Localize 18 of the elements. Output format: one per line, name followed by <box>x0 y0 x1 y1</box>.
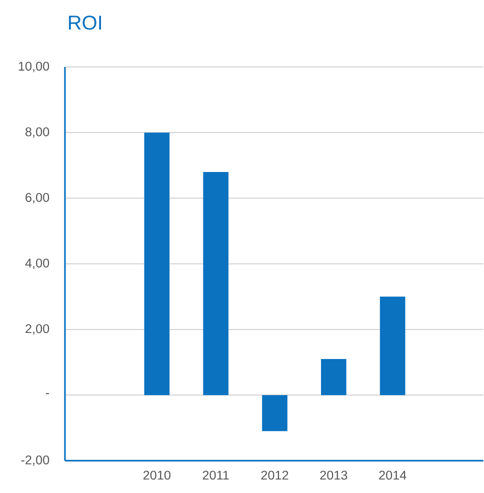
y-tick-label: 2,00 <box>26 324 50 335</box>
y-tick-label: -2,00 <box>21 455 50 466</box>
y-tick-label: - <box>46 393 50 394</box>
x-tick-label: 2011 <box>202 470 229 480</box>
x-tick-label: 2013 <box>320 470 348 480</box>
x-tick-label: 2012 <box>261 470 288 480</box>
x-tick-label: 2014 <box>379 470 406 480</box>
bar <box>380 296 406 396</box>
y-tick-label: 8,00 <box>26 127 50 138</box>
y-tick-label: 10,00 <box>19 62 50 72</box>
chart-title: ROI <box>69 16 102 30</box>
x-tick-label: 2010 <box>144 470 171 480</box>
y-tick-label: 6,00 <box>26 192 50 204</box>
y-tick-label: 4,00 <box>25 258 50 270</box>
bar <box>203 172 229 396</box>
bar <box>262 395 288 432</box>
bar <box>321 358 346 396</box>
bar <box>144 132 170 396</box>
